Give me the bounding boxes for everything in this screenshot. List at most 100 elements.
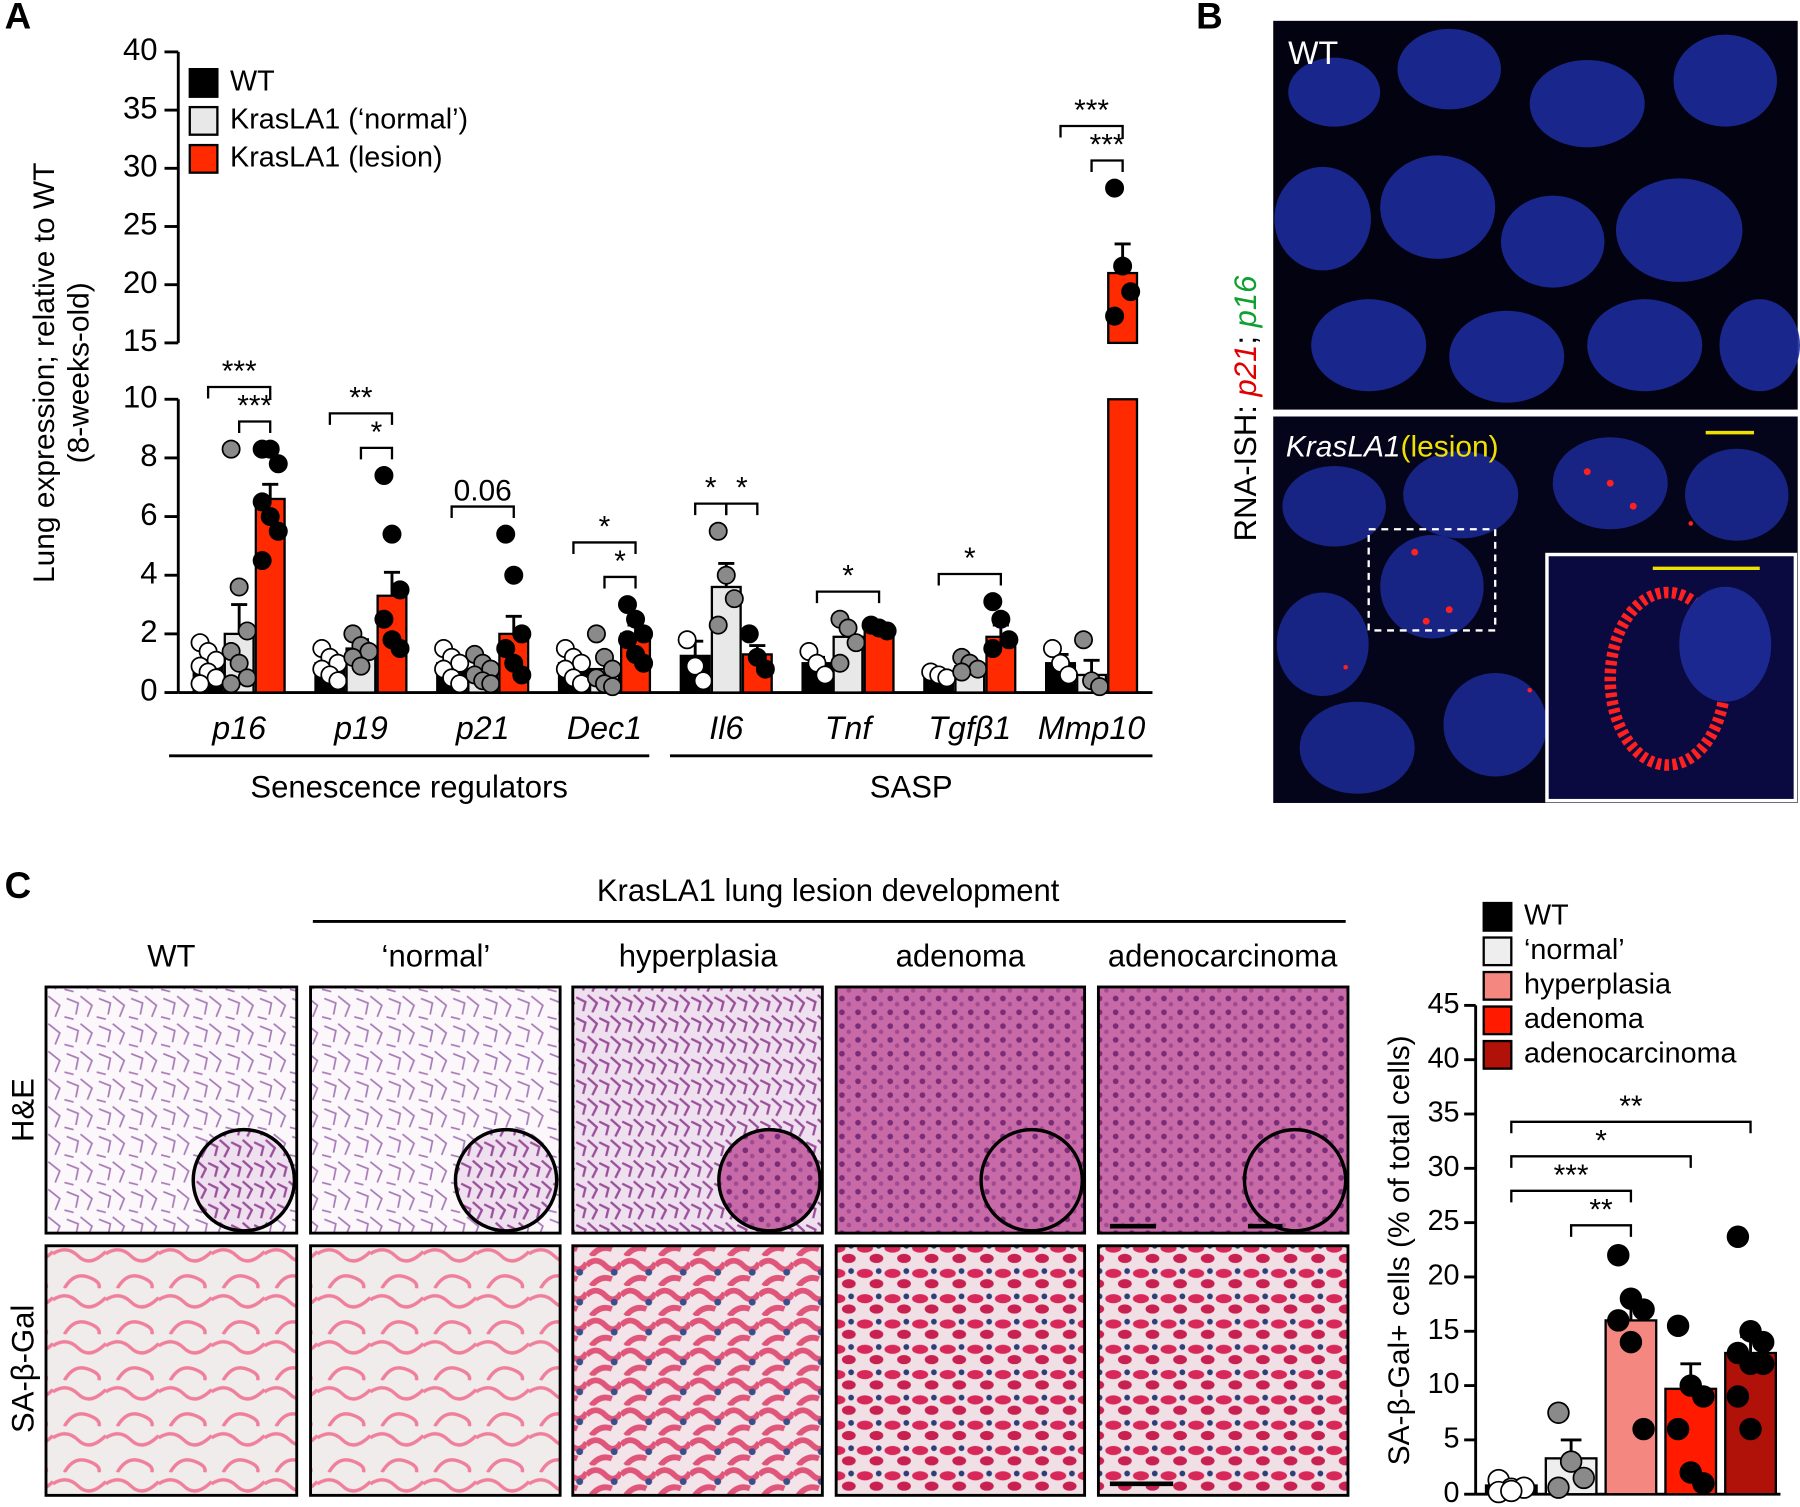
data-point xyxy=(1666,1314,1690,1338)
data-point xyxy=(1607,1309,1630,1332)
data-point xyxy=(571,653,591,673)
y-tick-label: 10 xyxy=(1428,1368,1460,1400)
data-point xyxy=(1559,1450,1583,1473)
data-point xyxy=(1751,1330,1775,1354)
side-label: RNA-ISH: p21; p16 xyxy=(1228,275,1263,542)
data-point xyxy=(815,665,835,685)
y-tick-label: 45 xyxy=(1428,988,1460,1020)
significance-bracket xyxy=(694,502,728,516)
data-point xyxy=(237,621,257,641)
y-tick-label: 15 xyxy=(1428,1314,1460,1346)
y-tick-label: 40 xyxy=(1428,1042,1460,1074)
data-point xyxy=(838,618,858,638)
y-axis-label-line: Lung expression; relative to WT xyxy=(28,163,61,583)
data-point xyxy=(229,653,249,673)
data-point xyxy=(952,662,972,682)
panel-header: KrasLA1 lung lesion development xyxy=(597,873,1060,908)
data-point xyxy=(634,653,654,673)
data-point xyxy=(708,615,728,635)
data-point xyxy=(1074,630,1094,650)
significance-bracket xyxy=(1059,124,1124,138)
significance-label: * xyxy=(964,542,976,575)
data-point xyxy=(351,656,371,676)
significance-label: ** xyxy=(1619,1090,1643,1123)
x-tick-label: Tnf xyxy=(825,710,875,746)
y-tick-label: 6 xyxy=(140,497,157,532)
data-point xyxy=(374,466,394,485)
data-point xyxy=(268,454,288,474)
data-point xyxy=(1500,1479,1523,1503)
y-tick-label: 20 xyxy=(123,265,158,300)
y-tick-label: 35 xyxy=(1428,1097,1460,1129)
significance-bracket xyxy=(450,505,515,519)
data-point xyxy=(1121,282,1141,302)
y-tick-label: 25 xyxy=(123,207,158,242)
x-tick-label: Tgfβ1 xyxy=(928,710,1011,746)
data-point xyxy=(1607,1244,1630,1267)
legend-label: hyperplasia xyxy=(1524,968,1671,1000)
data-point xyxy=(390,580,410,600)
x-tick-label: p21 xyxy=(455,710,510,746)
y-tick-label: 4 xyxy=(140,555,157,590)
significance-label: * xyxy=(371,416,383,449)
significance-label: * xyxy=(614,545,626,578)
data-point xyxy=(237,668,257,688)
y-tick-label: 20 xyxy=(1428,1260,1460,1292)
data-point xyxy=(1739,1417,1762,1441)
label-part: RNA-ISH: xyxy=(1228,396,1263,541)
data-point xyxy=(1042,639,1062,659)
label-part: (lesion) xyxy=(1401,431,1499,464)
label-part: p16 xyxy=(1228,275,1263,329)
significance-label: * xyxy=(599,511,611,544)
legend-label: KrasLA1 (‘normal’) xyxy=(230,104,468,136)
data-point xyxy=(991,609,1011,629)
x-tick-label: Il6 xyxy=(709,710,743,746)
group-label: Senescence regulators xyxy=(250,769,568,804)
data-point xyxy=(708,521,728,541)
data-point xyxy=(724,589,744,609)
y-axis-label: Lung expression; relative to WT(8-weeks-… xyxy=(28,163,96,583)
legend-label: adenocarcinoma xyxy=(1524,1037,1737,1069)
significance-label: * xyxy=(842,560,854,593)
data-point xyxy=(260,507,280,527)
significance-label: 0.06 xyxy=(454,475,512,508)
significance-bracket xyxy=(238,420,272,434)
significance-label: * xyxy=(1595,1124,1607,1157)
data-point xyxy=(512,665,532,685)
data-point xyxy=(1692,1472,1715,1495)
data-point xyxy=(328,671,348,691)
data-point xyxy=(693,671,713,691)
significance-label: ** xyxy=(1589,1193,1613,1226)
y-tick-label: 35 xyxy=(123,90,158,125)
data-point xyxy=(221,674,241,694)
data-point xyxy=(617,595,637,615)
significance-bracket xyxy=(206,385,272,399)
significance-bracket xyxy=(815,590,881,604)
significance-label: ** xyxy=(349,381,373,414)
data-point xyxy=(617,630,637,650)
data-point xyxy=(1105,178,1125,198)
data-point xyxy=(1619,1330,1643,1354)
significance-bracket xyxy=(1510,1189,1633,1203)
significance-bracket xyxy=(328,412,394,425)
legend-swatch xyxy=(1482,901,1513,932)
legend-swatch xyxy=(1482,1039,1513,1070)
data-point xyxy=(1632,1417,1655,1441)
y-axis-label: SA-β-Gal+ cells (% of total cells) xyxy=(1383,1035,1416,1465)
legend-label: KrasLA1 (lesion) xyxy=(230,141,443,173)
data-point xyxy=(390,639,410,659)
y-tick-label: 8 xyxy=(140,438,157,473)
significance-bracket xyxy=(1510,1120,1752,1134)
data-point xyxy=(999,630,1019,650)
data-point xyxy=(1666,1417,1690,1441)
data-point xyxy=(739,624,759,644)
row-label: H&E xyxy=(6,1078,41,1142)
data-point xyxy=(382,524,402,544)
data-point xyxy=(512,624,532,644)
significance-label: *** xyxy=(1554,1159,1589,1192)
label-part: p21 xyxy=(1228,345,1263,398)
data-point xyxy=(586,624,606,644)
data-point xyxy=(755,659,775,679)
significance-bracket xyxy=(1510,1155,1692,1168)
